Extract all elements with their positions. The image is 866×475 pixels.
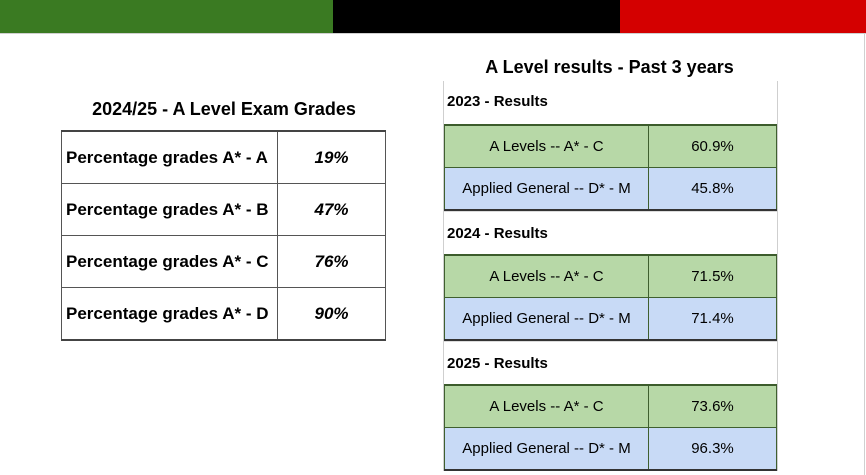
applied-general-value: 96.3%	[648, 427, 777, 471]
table-row: A Levels -- A* - C 71.5%	[444, 254, 777, 298]
applied-general-value: 71.4%	[648, 297, 777, 341]
year-results-table: A Levels -- A* - C 60.9% Applied General…	[444, 124, 777, 211]
table-row: Applied General -- D* - M 71.4%	[444, 297, 777, 341]
table-row: Applied General -- D* - M 45.8%	[444, 167, 777, 211]
black-band	[333, 0, 620, 33]
exam-grades-title: 2024/25 - A Level Exam Grades	[92, 99, 356, 119]
a-levels-value: 60.9%	[648, 124, 777, 168]
grade-value: 19%	[277, 130, 386, 184]
past-results-title: A Level results - Past 3 years	[485, 57, 734, 77]
year-results-table: A Levels -- A* - C 71.5% Applied General…	[444, 254, 777, 341]
a-levels-value: 71.5%	[648, 254, 777, 298]
table-row: Percentage grades A* - B 47%	[61, 183, 386, 236]
a-levels-value: 73.6%	[648, 384, 777, 428]
applied-general-label: Applied General -- D* - M	[444, 427, 649, 471]
year-heading: 2025 - Results	[444, 341, 777, 384]
grade-label: Percentage grades A* - B	[61, 183, 278, 236]
table-row: Percentage grades A* - C 76%	[61, 235, 386, 288]
year-heading: 2023 - Results	[447, 93, 548, 110]
past-results-panel: 2023 - Results A Levels -- A* - C 60.9% …	[443, 81, 778, 471]
green-band	[0, 0, 333, 33]
applied-general-value: 45.8%	[648, 167, 777, 211]
grade-label: Percentage grades A* - C	[61, 235, 278, 288]
color-band	[0, 0, 866, 33]
table-row: A Levels -- A* - C 73.6%	[444, 384, 777, 428]
exam-grades-table: Percentage grades A* - A 19% Percentage …	[61, 130, 386, 341]
red-band	[620, 0, 866, 33]
applied-general-label: Applied General -- D* - M	[444, 297, 649, 341]
grade-value: 47%	[277, 183, 386, 236]
grade-value: 90%	[277, 287, 386, 341]
year-results-table: A Levels -- A* - C 73.6% Applied General…	[444, 384, 777, 471]
a-levels-label: A Levels -- A* - C	[444, 384, 649, 428]
grade-label: Percentage grades A* - A	[61, 130, 278, 184]
grade-label: Percentage grades A* - D	[61, 287, 278, 341]
table-row: Percentage grades A* - A 19%	[61, 130, 386, 184]
divider	[864, 33, 865, 475]
a-levels-label: A Levels -- A* - C	[444, 254, 649, 298]
year-heading: 2024 - Results	[444, 211, 777, 254]
table-row: Applied General -- D* - M 96.3%	[444, 427, 777, 471]
table-row: Percentage grades A* - D 90%	[61, 287, 386, 341]
grade-value: 76%	[277, 235, 386, 288]
divider	[0, 33, 866, 34]
table-row: A Levels -- A* - C 60.9%	[444, 124, 777, 168]
applied-general-label: Applied General -- D* - M	[444, 167, 649, 211]
a-levels-label: A Levels -- A* - C	[444, 124, 649, 168]
